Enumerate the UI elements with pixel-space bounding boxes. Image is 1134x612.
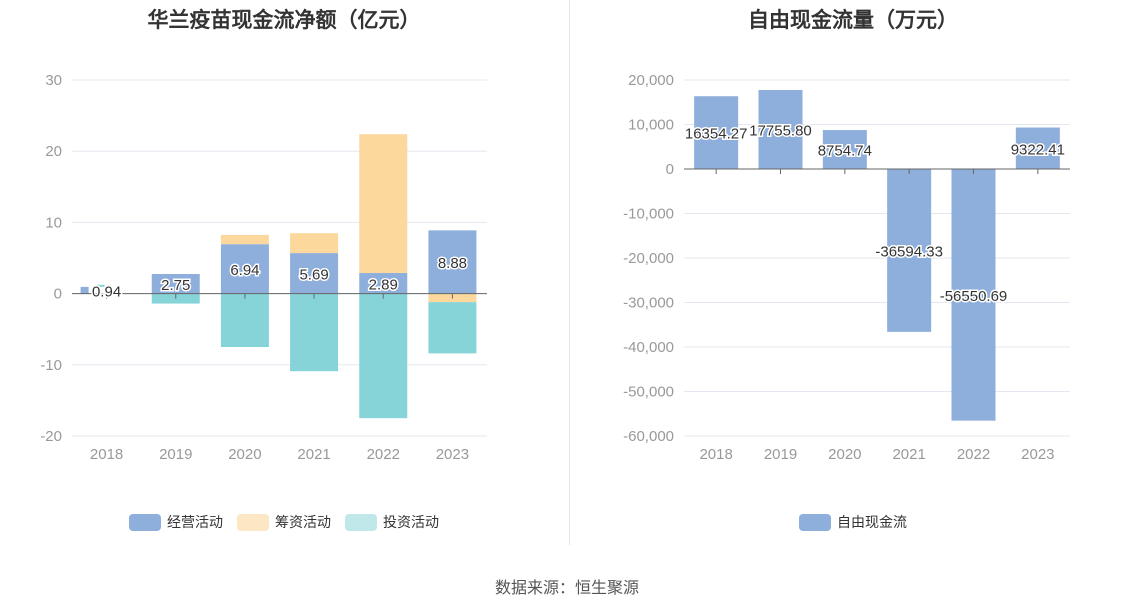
data-label-free-cash-flow: 8754.74 xyxy=(818,143,872,160)
y-tick-label: -30,000 xyxy=(623,295,674,312)
bar-financing xyxy=(359,134,408,274)
bar-investing xyxy=(96,284,105,287)
x-tick-label: 2019 xyxy=(159,446,192,463)
y-tick-label: -10 xyxy=(40,357,62,374)
bar-free-cash-flow xyxy=(887,169,932,332)
data-label-operating: 2.89 xyxy=(369,276,398,293)
free-cash-flow-legend: 自由现金流 xyxy=(572,512,1134,532)
data-label-free-cash-flow: 9322.41 xyxy=(1011,141,1065,158)
bar-financing xyxy=(220,234,269,245)
panel-divider xyxy=(569,0,570,545)
data-label-operating: 8.88 xyxy=(438,255,467,272)
bar-free-cash-flow xyxy=(951,169,996,421)
x-tick-label: 2020 xyxy=(828,446,861,463)
y-tick-label: -60,000 xyxy=(623,428,674,445)
bar-investing xyxy=(359,293,408,419)
x-tick-label: 2019 xyxy=(764,446,797,463)
bar-investing xyxy=(220,293,269,347)
legend-item-operating[interactable]: 经营活动 xyxy=(129,512,223,532)
y-tick-label: -50,000 xyxy=(623,384,674,401)
bar-operating xyxy=(220,244,269,294)
cash-flow-chart-panel: 华兰疫苗现金流净额（亿元） 30 20 10 0 -10 -20 2018 2019 2020 2… xyxy=(0,0,568,545)
x-tick-label: 2018 xyxy=(90,446,123,463)
bar-operating xyxy=(290,253,339,294)
data-label-free-cash-flow: -56550.69 xyxy=(940,288,1008,305)
data-source-note: 数据来源：恒生聚源 xyxy=(494,580,639,597)
y-tick-label: 20 xyxy=(45,143,62,160)
data-label-operating: 6.94 xyxy=(230,262,259,279)
bar-operating xyxy=(80,286,89,294)
bar-operating xyxy=(428,230,477,294)
data-label-free-cash-flow: -36594.33 xyxy=(875,243,943,260)
legend-swatch-investing xyxy=(345,513,377,531)
bar-operating xyxy=(359,273,408,294)
cash-flow-chart-title: 华兰疫苗现金流净额（亿元） xyxy=(147,9,421,32)
bar-free-cash-flow xyxy=(758,89,803,169)
y-tick-label: -20 xyxy=(40,428,62,445)
legend-item-free-cash-flow[interactable]: 自由现金流 xyxy=(799,512,907,532)
bar-free-cash-flow xyxy=(1015,127,1060,169)
data-label-operating: 2.75 xyxy=(161,277,190,294)
x-tick-label: 2021 xyxy=(892,446,925,463)
y-tick-label: 10,000 xyxy=(628,117,674,134)
cash-flow-chart-svg: 30 20 10 0 -10 -20 2018 2019 2020 2021 2022 2023 0.9… xyxy=(40,72,487,463)
x-tick-label: 2023 xyxy=(436,446,469,463)
bar-free-cash-flow xyxy=(822,130,867,169)
cash-flow-legend: 经营活动 筹资活动 投资活动 xyxy=(0,512,568,532)
x-tick-label: 2020 xyxy=(228,446,261,463)
free-cash-flow-chart-panel: 自由现金流量（万元） 20,000 10,000 0 -10,000 -20,000 -3… xyxy=(572,0,1134,545)
bar-investing xyxy=(290,293,339,372)
y-tick-label: 0 xyxy=(666,161,674,178)
y-tick-label: 30 xyxy=(45,72,62,89)
legend-label-operating: 经营活动 xyxy=(167,514,223,530)
data-label-free-cash-flow: 16354.27 xyxy=(685,126,748,143)
data-label-operating: 5.69 xyxy=(299,266,328,283)
legend-item-investing[interactable]: 投资活动 xyxy=(345,512,439,532)
legend-swatch-financing xyxy=(237,513,269,531)
bar-operating xyxy=(151,274,200,294)
x-tick-label: 2021 xyxy=(297,446,330,463)
x-tick-label: 2022 xyxy=(367,446,400,463)
legend-item-financing[interactable]: 筹资活动 xyxy=(237,512,331,532)
legend-label-free-cash-flow: 自由现金流 xyxy=(837,514,907,530)
x-tick-label: 2022 xyxy=(957,446,990,463)
legend-swatch-operating xyxy=(129,513,161,531)
data-label-operating: 0.94 xyxy=(92,283,121,300)
y-tick-label: 10 xyxy=(45,214,62,231)
y-tick-label: -20,000 xyxy=(623,250,674,267)
free-cash-flow-chart-svg: 20,000 10,000 0 -10,000 -20,000 -30,000 -40,00… xyxy=(623,72,1070,463)
legend-label-investing: 投资活动 xyxy=(383,514,439,530)
x-tick-label: 2018 xyxy=(699,446,732,463)
bar-free-cash-flow xyxy=(694,96,739,169)
bar-financing xyxy=(290,233,339,254)
y-tick-label: -40,000 xyxy=(623,339,674,356)
y-tick-label: 20,000 xyxy=(628,72,674,89)
free-cash-flow-chart-title: 自由现金流量（万元） xyxy=(748,9,958,32)
x-tick-label: 2023 xyxy=(1021,446,1054,463)
data-label-free-cash-flow: 17755.80 xyxy=(749,122,812,139)
legend-label-financing: 筹资活动 xyxy=(275,514,331,530)
bar-investing xyxy=(428,302,477,354)
y-tick-label: 0 xyxy=(54,286,62,303)
y-tick-label: -10,000 xyxy=(623,206,674,223)
legend-swatch-free-cash-flow xyxy=(799,513,831,531)
